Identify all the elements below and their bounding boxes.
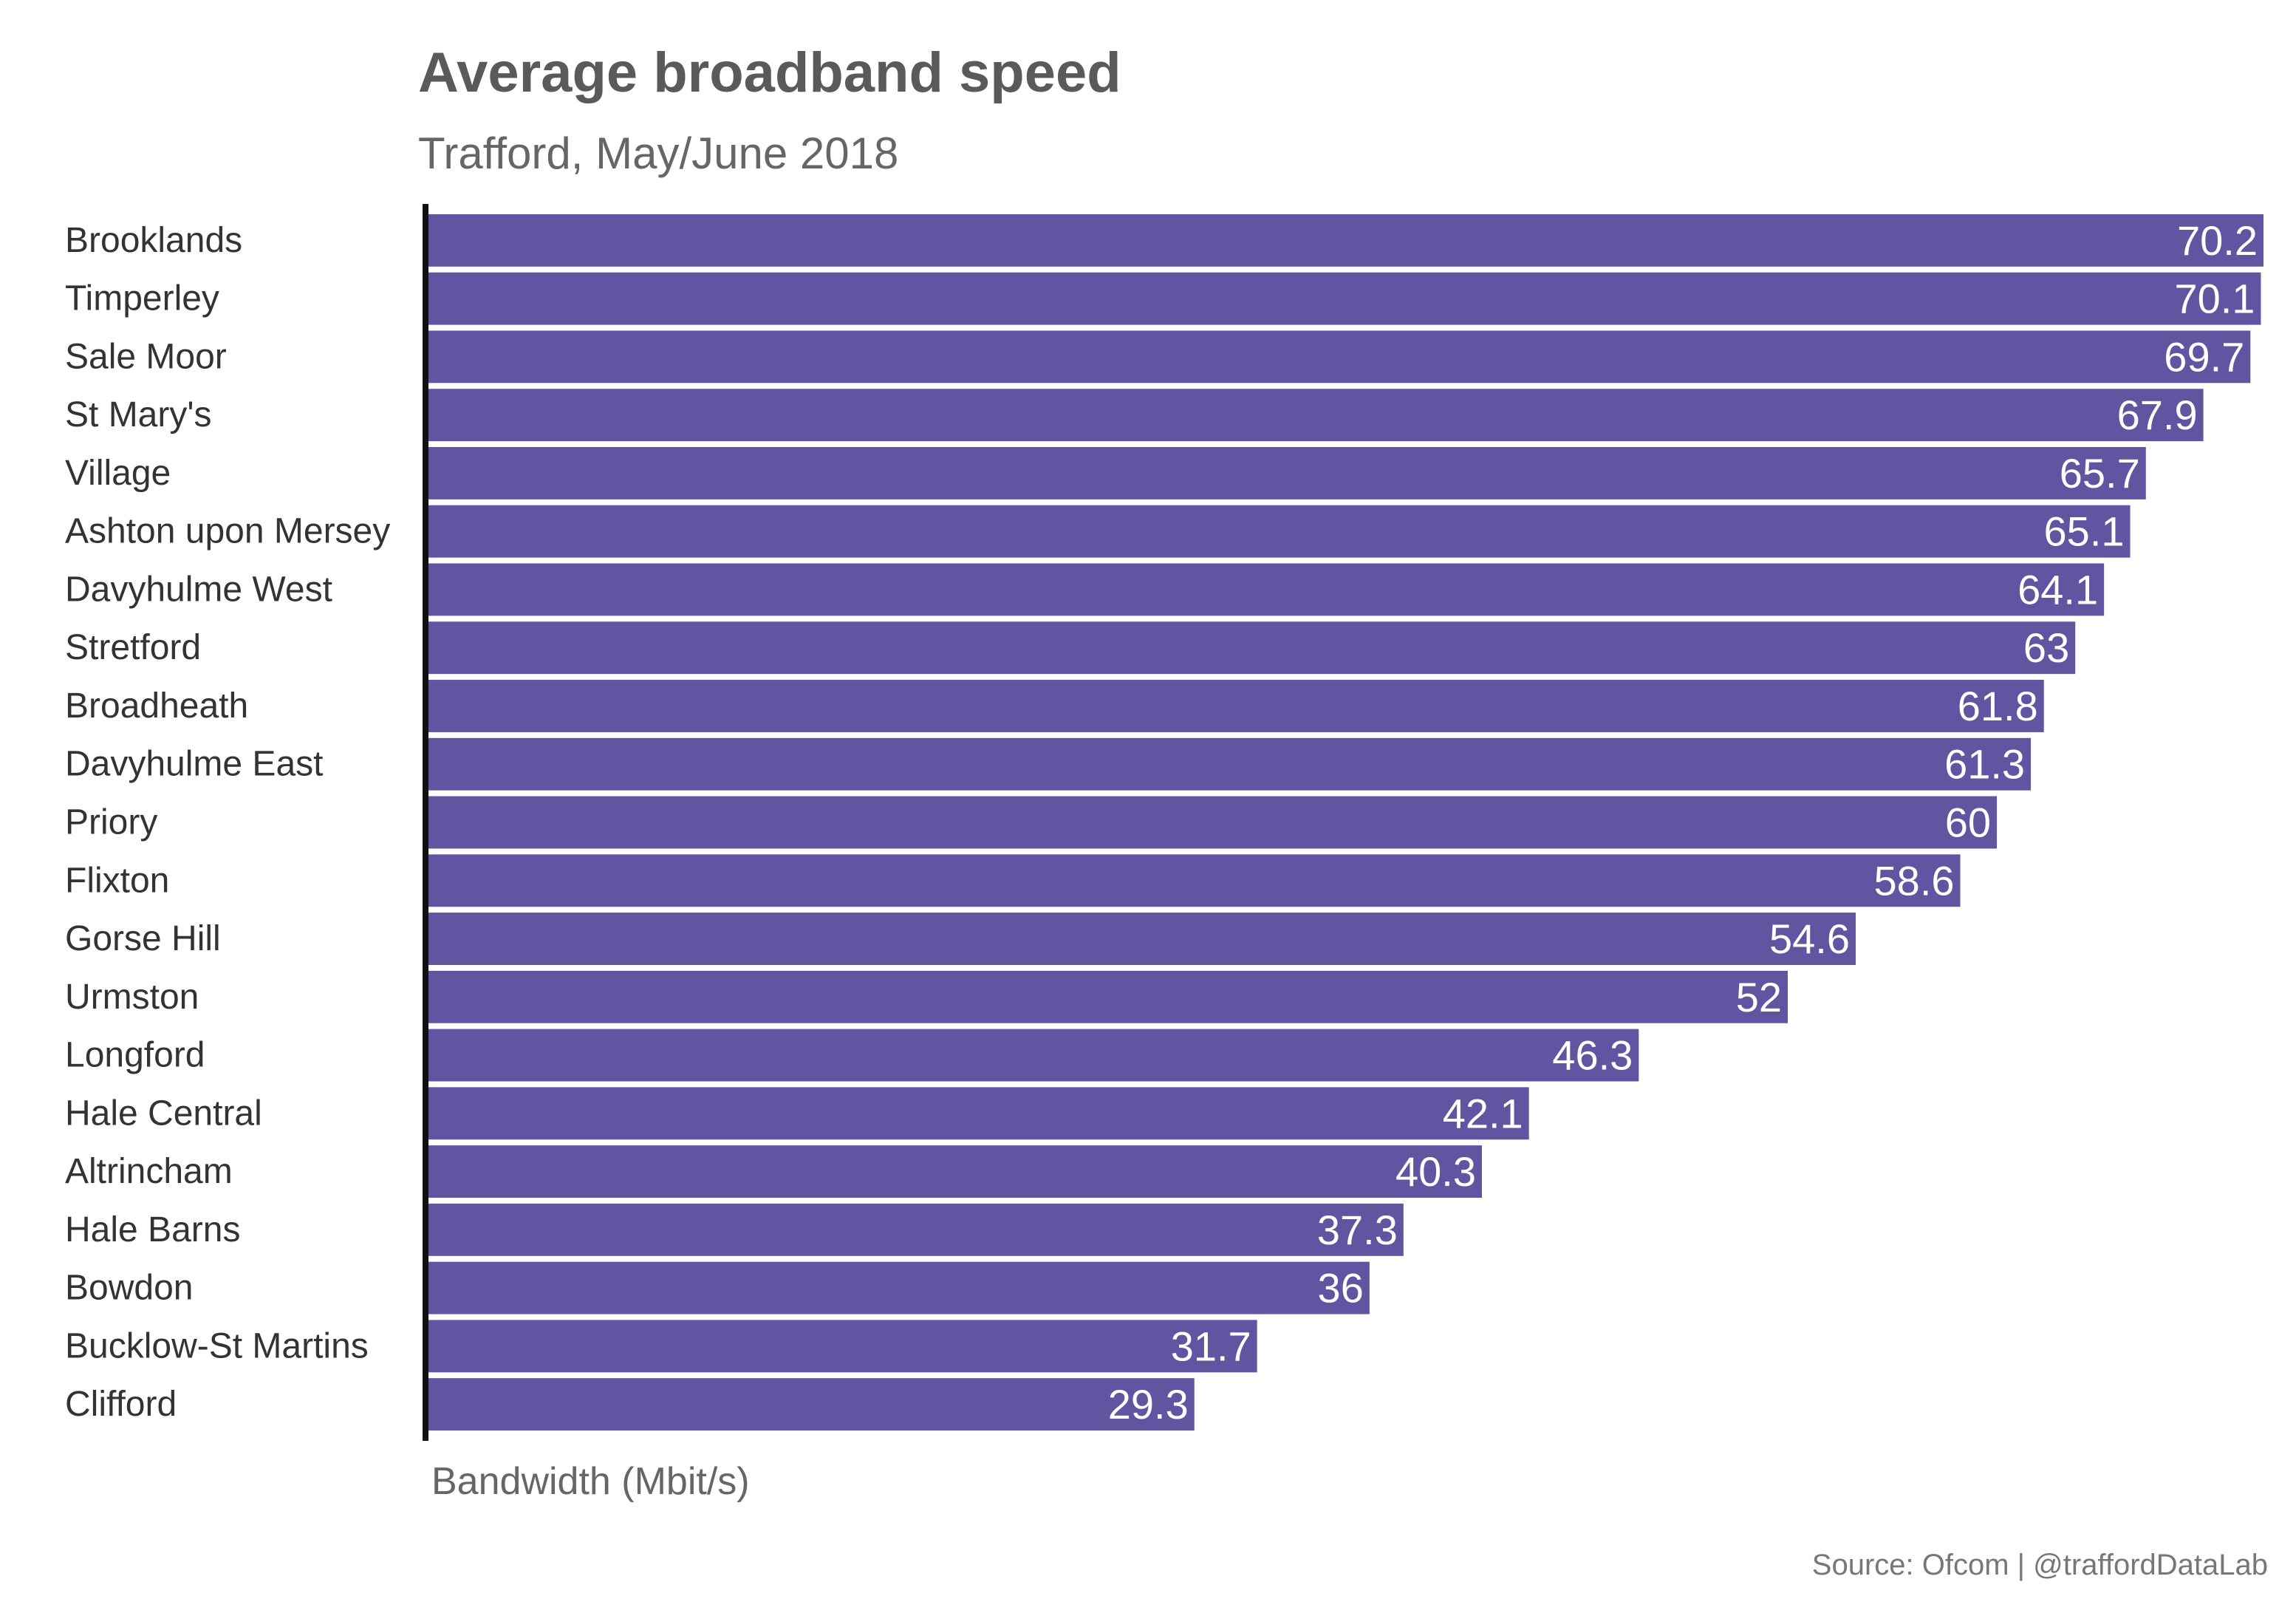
bar (428, 1378, 1195, 1431)
category-label: Flixton (65, 861, 169, 900)
category-label: Bucklow-St Martins (65, 1326, 369, 1365)
bar (428, 389, 2204, 442)
category-label: Priory (65, 803, 157, 842)
value-label: 65.7 (2060, 450, 2140, 497)
bar (428, 621, 2076, 675)
chart-caption: Source: Ofcom | @traffordDataLab (1812, 1549, 2268, 1581)
category-label: Timperley (65, 279, 219, 318)
value-label: 29.3 (1108, 1381, 1189, 1428)
bar (428, 1087, 1529, 1140)
value-label: 37.3 (1317, 1207, 1398, 1253)
category-label: Hale Barns (65, 1210, 240, 1249)
value-label: 64.1 (2017, 566, 2098, 613)
value-label: 58.6 (1874, 857, 1955, 904)
category-label: Stretford (65, 628, 201, 667)
bar (428, 854, 1961, 907)
value-label: 31.7 (1171, 1323, 1251, 1369)
chart-title: Average broadband speed (418, 41, 1121, 104)
bar (428, 737, 2032, 791)
category-label: Brooklands (65, 221, 242, 260)
bar (428, 1145, 1482, 1198)
bar (428, 970, 1788, 1023)
value-label: 46.3 (1552, 1032, 1633, 1079)
bar (428, 272, 2261, 325)
value-label: 63 (2023, 624, 2069, 671)
value-label: 61.8 (1958, 683, 2038, 729)
chart-subtitle: Trafford, May/June 2018 (418, 129, 898, 178)
bar (428, 446, 2146, 499)
category-label: Village (65, 454, 171, 493)
value-label: 60 (1945, 799, 1991, 846)
value-label: 61.3 (1944, 741, 2025, 788)
bars (428, 214, 2263, 1431)
bar (428, 680, 2044, 732)
value-label: 65.1 (2044, 508, 2125, 555)
value-label: 69.7 (2164, 333, 2244, 380)
bar (428, 1203, 1404, 1256)
category-label: St Mary's (65, 395, 212, 434)
x-axis-title: Bandwidth (Mbit/s) (431, 1460, 750, 1503)
bar (428, 1029, 1639, 1082)
value-label: 42.1 (1443, 1090, 1523, 1136)
value-label: 70.2 (2177, 217, 2258, 264)
value-label: 70.1 (2174, 276, 2255, 322)
category-label: Gorse Hill (65, 919, 221, 958)
category-label: Bowdon (65, 1269, 193, 1308)
category-labels: Brooklands Timperley Sale Moor St Mary's Vil… (65, 221, 390, 1424)
category-label: Clifford (65, 1385, 177, 1424)
category-label: Altrincham (65, 1152, 233, 1191)
category-label: Hale Central (65, 1094, 262, 1133)
bar (428, 1261, 1370, 1314)
category-label: Broadheath (65, 686, 248, 726)
bar (428, 913, 1856, 965)
category-label: Davyhulme West (65, 570, 332, 609)
bar (428, 214, 2263, 267)
value-label: 36 (1318, 1265, 1364, 1312)
value-label: 54.6 (1769, 915, 1850, 962)
category-label: Ashton upon Mersey (65, 512, 390, 551)
category-label: Urmston (65, 978, 199, 1017)
bar (428, 796, 1998, 849)
category-label: Longford (65, 1036, 205, 1075)
value-label: 67.9 (2117, 392, 2198, 438)
bar (428, 1320, 1257, 1373)
bar (428, 563, 2105, 616)
category-label: Davyhulme East (65, 745, 323, 784)
bar (428, 505, 2131, 558)
value-label: 52 (1736, 974, 1782, 1020)
category-label: Sale Moor (65, 337, 227, 376)
bar (428, 330, 2251, 383)
value-labels: 70.2 70.1 69.7 67.9 65.7 65.1 64.1 63 61.8 61.3 60… (1108, 217, 2258, 1428)
value-label: 40.3 (1395, 1148, 1476, 1195)
